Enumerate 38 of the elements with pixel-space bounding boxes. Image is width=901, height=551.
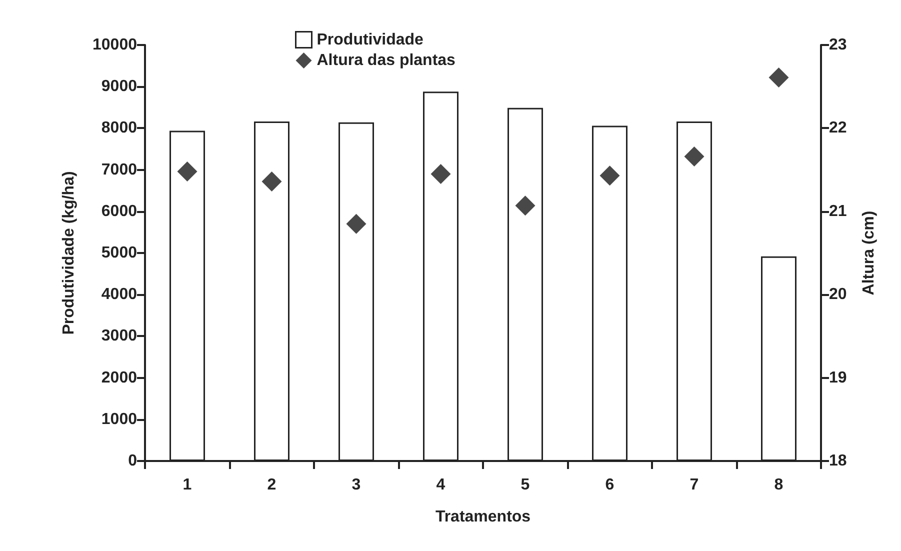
y-tick-label: 0 xyxy=(128,452,138,470)
y-tick-label: 1000 xyxy=(101,410,138,428)
y2-tick-label: 22 xyxy=(829,120,847,137)
x-tick-label: 1 xyxy=(182,476,192,494)
y-tick-label: 9000 xyxy=(101,78,138,96)
point xyxy=(430,164,451,184)
point xyxy=(177,161,198,182)
y-tick-label: 7000 xyxy=(101,161,138,178)
x-axis-title: Tratamentos xyxy=(435,508,531,526)
point xyxy=(684,146,704,166)
y2-axis-title: Altura (cm) xyxy=(860,210,878,296)
x-tick-label: 3 xyxy=(352,476,361,494)
x-tick-label: 4 xyxy=(436,476,446,494)
point xyxy=(515,196,536,216)
legend-label: Produtividade xyxy=(316,31,424,48)
y-tick-label: 4000 xyxy=(101,286,138,304)
point xyxy=(262,171,282,192)
point xyxy=(768,67,789,88)
y-axis-title: Produtividade (kg/ha) xyxy=(60,171,78,335)
y-tick-label: 8000 xyxy=(101,120,138,137)
x-tick-label: 6 xyxy=(605,476,614,494)
y2-tick-label: 19 xyxy=(829,369,847,386)
point xyxy=(600,166,620,186)
y2-tick-label: 23 xyxy=(829,36,847,54)
y2-tick-label: 21 xyxy=(829,202,847,220)
x-tick-label: 2 xyxy=(267,476,276,494)
y-tick-label: 5000 xyxy=(101,244,138,262)
y-tick-label: 6000 xyxy=(101,202,138,220)
point xyxy=(346,214,366,234)
y-tick-label: 10000 xyxy=(92,36,138,54)
y2-tick-label: 18 xyxy=(829,452,847,470)
x-tick-label: 7 xyxy=(690,476,699,494)
legend-label: Altura das plantas xyxy=(316,52,456,69)
y-tick-label: 3000 xyxy=(101,328,138,345)
y-tick-label: 2000 xyxy=(101,369,138,386)
y2-tick-label: 20 xyxy=(829,286,847,304)
x-tick-label: 8 xyxy=(774,476,784,494)
x-tick-label: 5 xyxy=(520,476,530,494)
